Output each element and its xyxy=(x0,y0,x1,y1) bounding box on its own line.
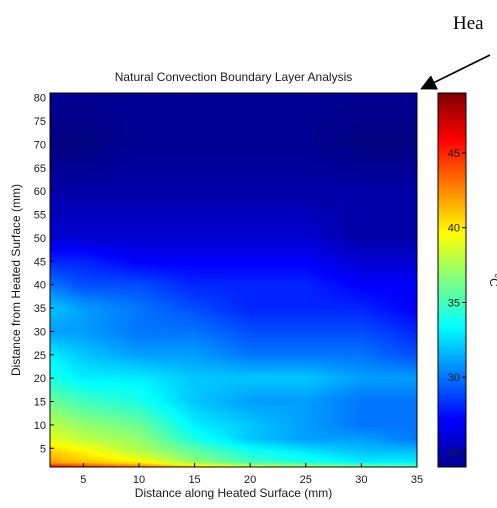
x-axis-label: Distance along Heated Surface (mm) xyxy=(135,486,332,500)
y-tick-label: 20 xyxy=(34,373,46,385)
x-tick-label: 35 xyxy=(411,474,423,486)
x-tick-label: 30 xyxy=(355,474,367,486)
y-tick-label: 45 xyxy=(34,256,46,268)
x-tick-label: 20 xyxy=(244,474,256,486)
colorbar-tick-label: 45 xyxy=(448,148,460,160)
y-tick-label: 65 xyxy=(34,163,46,175)
x-tick-label: 25 xyxy=(300,474,312,486)
colorbar: 25 30 35 40 45 °C xyxy=(437,92,497,468)
colorbar-tick-label: 40 xyxy=(448,223,460,235)
plot-area xyxy=(49,92,418,468)
colorbar-tick-label: 30 xyxy=(448,372,460,384)
colorbar-tick-label: 35 xyxy=(448,297,460,309)
y-tick-label: 5 xyxy=(40,443,46,455)
annotation-arrow xyxy=(420,54,491,90)
y-tick-label: 55 xyxy=(34,210,46,222)
plot-frame xyxy=(49,92,418,468)
y-tick-label: 30 xyxy=(34,326,46,338)
y-tick-label: 40 xyxy=(34,280,46,292)
x-tick-label: 15 xyxy=(188,474,200,486)
y-axis-label: Distance from Heated Surface (mm) xyxy=(9,184,23,376)
y-tick-label: 50 xyxy=(34,233,46,245)
annotation-text: Hea xyxy=(453,13,484,34)
colorbar-tick-label: 25 xyxy=(448,447,460,459)
y-tick-label: 35 xyxy=(34,303,46,315)
y-tick-label: 75 xyxy=(34,116,46,128)
colorbar-unit-label: °C xyxy=(487,273,497,287)
colorbar-gradient xyxy=(437,92,467,468)
y-tick-label: 25 xyxy=(34,350,46,362)
x-tick-label: 5 xyxy=(80,474,86,486)
y-axis: 5 10 15 20 25 30 35 40 45 50 55 60 65 70 75 80 xyxy=(34,93,54,455)
y-tick-label: 10 xyxy=(34,420,46,432)
colorbar-ticks: 25 30 35 40 45 xyxy=(448,148,466,459)
y-tick-label: 60 xyxy=(34,186,46,198)
x-tick-label: 10 xyxy=(133,474,145,486)
heatmap-image xyxy=(50,93,417,467)
y-tick-label: 15 xyxy=(34,397,46,409)
chart-title: Natural Convection Boundary Layer Analys… xyxy=(115,70,352,84)
y-tick-label: 70 xyxy=(34,139,46,151)
x-axis: 5 10 15 20 25 30 35 xyxy=(80,463,423,486)
y-tick-label: 80 xyxy=(34,93,46,105)
